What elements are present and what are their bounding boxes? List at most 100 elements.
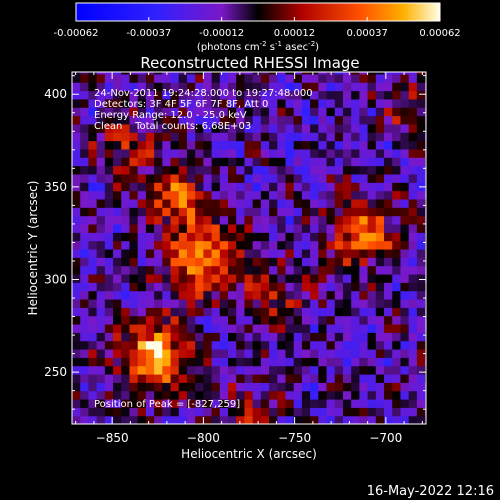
heatmap-cell (104, 165, 114, 175)
heatmap-cell (236, 157, 246, 167)
heatmap-cell (310, 232, 319, 242)
heatmap-cell (269, 332, 278, 342)
heatmap-cell (186, 98, 196, 108)
heatmap-cell (162, 198, 172, 208)
heatmap-cell (293, 282, 303, 292)
heatmap-cell (392, 232, 402, 242)
heatmap-cell (121, 132, 131, 142)
heatmap-cell (129, 307, 139, 317)
heatmap-cell (416, 407, 426, 417)
heatmap-cell (244, 72, 254, 75)
heatmap-cell (96, 407, 106, 417)
heatmap-cell (178, 248, 188, 258)
heatmap-cell (318, 273, 328, 283)
heatmap-cell (203, 348, 213, 358)
heatmap-cell (236, 148, 246, 158)
heatmap-cell (195, 382, 204, 392)
heatmap-cell (72, 365, 81, 375)
heatmap-cell (416, 340, 426, 350)
heatmap-cell (408, 182, 418, 192)
heatmap-cell (211, 398, 221, 408)
heatmap-cell (392, 282, 402, 292)
heatmap-cell (113, 107, 122, 117)
heatmap-cell (88, 240, 98, 250)
heatmap-cell (334, 390, 344, 400)
heatmap-cell (236, 173, 246, 183)
heatmap-cell (351, 198, 360, 208)
heatmap-cell (367, 148, 377, 158)
heatmap-cell (96, 273, 106, 283)
heatmap-cell (195, 265, 204, 275)
heatmap-cell (408, 357, 418, 367)
heatmap-cell (408, 240, 418, 250)
heatmap-cell (318, 72, 328, 75)
heatmap-cell (285, 265, 295, 275)
heatmap-cell (170, 390, 180, 400)
heatmap-cell (170, 107, 180, 117)
heatmap-cell (154, 398, 163, 408)
heatmap-cell (162, 82, 172, 92)
heatmap-cell (219, 398, 229, 408)
heatmap-cell (384, 307, 393, 317)
heatmap-cell (285, 298, 295, 308)
heatmap-cell (293, 248, 303, 258)
heatmap-cell (400, 215, 410, 225)
heatmap-cell (170, 140, 180, 150)
heatmap-cell (318, 390, 328, 400)
heatmap-cell (293, 265, 303, 275)
heatmap-cell (129, 323, 139, 333)
heatmap-cell (408, 215, 418, 225)
heatmap-cell (359, 115, 369, 125)
heatmap-cell (301, 140, 311, 150)
heatmap-cell (392, 357, 402, 367)
heatmap-cell (80, 165, 90, 175)
heatmap-cell (260, 357, 270, 367)
heatmap-cell (277, 273, 287, 283)
heatmap-cell (211, 72, 221, 75)
heatmap-cell (72, 240, 81, 250)
heatmap-cell (121, 340, 131, 350)
heatmap-cell (80, 72, 90, 75)
heatmap-cell (113, 132, 122, 142)
heatmap-cell (326, 248, 336, 258)
heatmap-cell (408, 323, 418, 333)
heatmap-cell (244, 257, 254, 267)
heatmap-cell (203, 82, 213, 92)
heatmap-cell (145, 107, 155, 117)
heatmap-cell (301, 248, 311, 258)
heatmap-cell (137, 398, 147, 408)
heatmap-cell (162, 390, 172, 400)
heatmap-cell (129, 215, 139, 225)
heatmap-cell (260, 390, 270, 400)
colorbar-tick-label: 0.00037 (347, 28, 388, 39)
heatmap-cell (104, 415, 114, 424)
heatmap-cell (228, 257, 237, 267)
heatmap-cell (72, 165, 81, 175)
heatmap-cell (342, 365, 352, 375)
heatmap-cell (252, 207, 262, 217)
heatmap-cell (104, 198, 114, 208)
heatmap-cell (392, 190, 402, 200)
heatmap-cell (228, 265, 237, 275)
heatmap-cell (252, 290, 262, 300)
heatmap-cell (334, 148, 344, 158)
heatmap-cell (162, 265, 172, 275)
heatmap-cell (375, 123, 385, 133)
heatmap-cell (96, 198, 106, 208)
heatmap-cell (228, 415, 237, 424)
heatmap-cell (326, 132, 336, 142)
heatmap-cell (285, 348, 295, 358)
heatmap-cell (236, 257, 246, 267)
heatmap-cell (236, 398, 246, 408)
peak-position-label: Position of Peak = [-827,259] (94, 399, 240, 410)
heatmap-cell (113, 123, 122, 133)
heatmap-cell (178, 390, 188, 400)
heatmap-cell (88, 140, 98, 150)
heatmap-cell (416, 98, 426, 108)
heatmap-cell (104, 332, 114, 342)
heatmap-cell (260, 307, 270, 317)
heatmap-cell (96, 357, 106, 367)
heatmap-cell (80, 148, 90, 158)
heatmap-cell (285, 290, 295, 300)
heatmap-cell (96, 98, 106, 108)
